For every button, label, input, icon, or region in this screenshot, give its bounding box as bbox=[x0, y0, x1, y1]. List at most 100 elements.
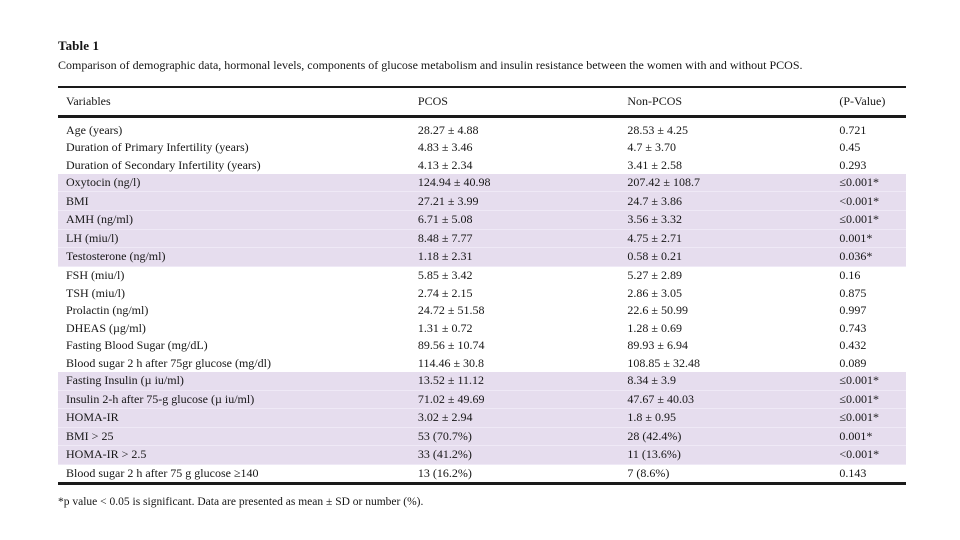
pcos-value-cell: 24.72 ± 51.58 bbox=[417, 303, 485, 318]
pcos-value-cell: 13.52 ± 11.12 bbox=[409, 371, 620, 391]
variable-cell: Fasting Blood Sugar (mg/dL) bbox=[66, 338, 208, 353]
p-value-cell: 0.001* bbox=[831, 229, 906, 249]
p-value-cell: <0.001* bbox=[831, 445, 906, 465]
table-label: Table 1 bbox=[58, 38, 100, 53]
variable-cell: Insulin 2-h after 75-g glucose (µ iu/ml) bbox=[58, 390, 410, 410]
pcos-value-cell: 27.21 ± 3.99 bbox=[409, 191, 620, 212]
variable-cell: HOMA-IR > 2.5 bbox=[58, 445, 410, 465]
table-row: BMI 27.21 ± 3.99 24.7 ± 3.86 <0.001* bbox=[58, 191, 906, 212]
p-value-cell: ≤0.001* bbox=[831, 210, 906, 230]
p-value-cell: 0.432 bbox=[839, 338, 867, 353]
variable-cell: Age (years) bbox=[66, 122, 123, 137]
p-value-cell: 0.721 bbox=[839, 122, 867, 137]
pcos-value-cell: 13 (16.2%) bbox=[417, 465, 472, 480]
variable-cell: Testosterone (ng/ml) bbox=[58, 247, 410, 267]
non-pcos-value-cell: 1.8 ± 0.95 bbox=[619, 408, 832, 428]
variable-cell: BMI bbox=[58, 191, 410, 212]
pcos-value-cell: 2.74 ± 2.15 bbox=[417, 285, 473, 300]
non-pcos-value-cell: 5.27 ± 2.89 bbox=[627, 267, 682, 282]
table-row: Insulin 2-h after 75-g glucose (µ iu/ml)… bbox=[58, 390, 906, 410]
table-row: Fasting Blood Sugar (mg/dL) 89.56 ± 10.7… bbox=[58, 337, 906, 355]
pcos-value-cell: 5.85 ± 3.42 bbox=[417, 267, 473, 282]
p-value-cell: 0.16 bbox=[839, 267, 861, 282]
table-row: Fasting Insulin (µ iu/ml) 13.52 ± 11.12 … bbox=[58, 371, 906, 391]
variable-cell: Duration of Primary Infertility (years) bbox=[66, 140, 249, 155]
pcos-value-cell: 71.02 ± 49.69 bbox=[409, 390, 620, 410]
non-pcos-value-cell: 4.75 ± 2.71 bbox=[619, 229, 832, 249]
pcos-value-cell: 33 (41.2%) bbox=[409, 445, 620, 465]
pcos-value-cell: 1.18 ± 2.31 bbox=[409, 247, 620, 267]
non-pcos-value-cell: 1.28 ± 0.69 bbox=[627, 320, 682, 335]
variable-cell: AMH (ng/ml) bbox=[58, 210, 410, 230]
non-pcos-value-cell: 7 (8.6%) bbox=[627, 465, 670, 480]
non-pcos-value-cell: 2.86 ± 3.05 bbox=[627, 285, 682, 300]
pcos-value-cell: 1.31 ± 0.72 bbox=[417, 320, 473, 335]
pcos-value-cell: 53 (70.7%) bbox=[409, 427, 620, 447]
pcos-value-cell: 114.46 ± 30.8 bbox=[417, 355, 485, 370]
pcos-value-cell: 3.02 ± 2.94 bbox=[409, 408, 620, 428]
table-block: Table 1 Comparison of demographic data, … bbox=[58, 38, 906, 510]
pcos-value-cell: 4.83 ± 3.46 bbox=[417, 140, 473, 155]
p-value-cell: 0.45 bbox=[839, 140, 861, 155]
pcos-value-cell: 124.94 ± 40.98 bbox=[409, 173, 620, 193]
column-header-variables: Variables bbox=[58, 86, 410, 118]
variable-cell: TSH (miu/l) bbox=[66, 285, 125, 300]
table-row: Duration of Primary Infertility (years) … bbox=[58, 139, 906, 157]
table-header: Variables PCOS Non-PCOS (P-Value) bbox=[58, 86, 906, 118]
non-pcos-value-cell: 28.53 ± 4.25 bbox=[627, 122, 688, 137]
table-row: Duration of Secondary Infertility (years… bbox=[58, 156, 906, 174]
column-header-non-pcos: Non-PCOS bbox=[619, 86, 832, 118]
non-pcos-value-cell: 0.58 ± 0.21 bbox=[619, 247, 832, 267]
table-row: Blood sugar 2 h after 75gr glucose (mg/d… bbox=[58, 354, 906, 372]
p-value-cell: 0.743 bbox=[839, 320, 867, 335]
table-caption: Comparison of demographic data, hormonal… bbox=[58, 57, 803, 72]
non-pcos-value-cell: 24.7 ± 3.86 bbox=[619, 191, 832, 212]
variable-cell: Fasting Insulin (µ iu/ml) bbox=[58, 371, 410, 391]
pcos-value-cell: 28.27 ± 4.88 bbox=[417, 122, 479, 137]
p-value-cell: 0.036* bbox=[831, 247, 906, 267]
variable-cell: Blood sugar 2 h after 75gr glucose (mg/d… bbox=[66, 355, 271, 370]
table-row: HOMA-IR 3.02 ± 2.94 1.8 ± 0.95 ≤0.001* bbox=[58, 408, 906, 428]
p-value-cell: 0.143 bbox=[839, 465, 867, 480]
table-row: DHEAS (µg/ml) 1.31 ± 0.72 1.28 ± 0.69 0.… bbox=[58, 319, 906, 337]
variable-cell: Prolactin (ng/ml) bbox=[66, 303, 149, 318]
comparison-table: Variables PCOS Non-PCOS (P-Value) Age (y… bbox=[58, 85, 906, 486]
non-pcos-value-cell: 4.7 ± 3.70 bbox=[627, 140, 676, 155]
p-value-cell: 0.293 bbox=[839, 157, 867, 172]
p-value-cell: <0.001* bbox=[831, 191, 906, 212]
variable-cell: HOMA-IR bbox=[58, 408, 410, 428]
non-pcos-value-cell: 3.56 ± 3.32 bbox=[619, 210, 832, 230]
table-row: Blood sugar 2 h after 75 g glucose ≥140 … bbox=[58, 464, 906, 484]
pcos-value-cell: 4.13 ± 2.34 bbox=[417, 157, 473, 172]
column-header-p-value: (P-Value) bbox=[831, 86, 906, 118]
table-row: Age (years) 28.27 ± 4.88 28.53 ± 4.25 0.… bbox=[58, 116, 906, 139]
p-value-cell: ≤0.001* bbox=[831, 173, 906, 193]
p-value-cell: 0.001* bbox=[831, 427, 906, 447]
non-pcos-value-cell: 11 (13.6%) bbox=[619, 445, 832, 465]
variable-cell: LH (miu/l) bbox=[58, 229, 410, 249]
non-pcos-value-cell: 108.85 ± 32.48 bbox=[627, 355, 700, 370]
pcos-value-cell: 89.56 ± 10.74 bbox=[417, 338, 485, 353]
non-pcos-value-cell: 3.41 ± 2.58 bbox=[627, 157, 682, 172]
table-row: Prolactin (ng/ml) 24.72 ± 51.58 22.6 ± 5… bbox=[58, 302, 906, 320]
p-value-cell: 0.875 bbox=[839, 285, 867, 300]
table-row: Testosterone (ng/ml) 1.18 ± 2.31 0.58 ± … bbox=[58, 247, 906, 267]
table-row: FSH (miu/l) 5.85 ± 3.42 5.27 ± 2.89 0.16 bbox=[58, 266, 906, 284]
variable-cell: Blood sugar 2 h after 75 g glucose ≥140 bbox=[66, 465, 259, 480]
non-pcos-value-cell: 22.6 ± 50.99 bbox=[627, 303, 688, 318]
column-header-pcos: PCOS bbox=[409, 86, 620, 118]
table-row: Oxytocin (ng/l) 124.94 ± 40.98 207.42 ± … bbox=[58, 173, 906, 193]
table-row: AMH (ng/ml) 6.71 ± 5.08 3.56 ± 3.32 ≤0.0… bbox=[58, 210, 906, 230]
variable-cell: FSH (miu/l) bbox=[66, 267, 125, 282]
pcos-value-cell: 6.71 ± 5.08 bbox=[409, 210, 620, 230]
non-pcos-value-cell: 207.42 ± 108.7 bbox=[619, 173, 832, 193]
non-pcos-value-cell: 89.93 ± 6.94 bbox=[627, 338, 688, 353]
table-row: BMI > 25 53 (70.7%) 28 (42.4%) 0.001* bbox=[58, 427, 906, 447]
table-header-row: Variables PCOS Non-PCOS (P-Value) bbox=[58, 86, 906, 118]
non-pcos-value-cell: 47.67 ± 40.03 bbox=[619, 390, 832, 410]
p-value-cell: 0.997 bbox=[839, 303, 867, 318]
table-row: LH (miu/l) 8.48 ± 7.77 4.75 ± 2.71 0.001… bbox=[58, 229, 906, 249]
p-value-cell: ≤0.001* bbox=[831, 408, 906, 428]
non-pcos-value-cell: 28 (42.4%) bbox=[619, 427, 832, 447]
